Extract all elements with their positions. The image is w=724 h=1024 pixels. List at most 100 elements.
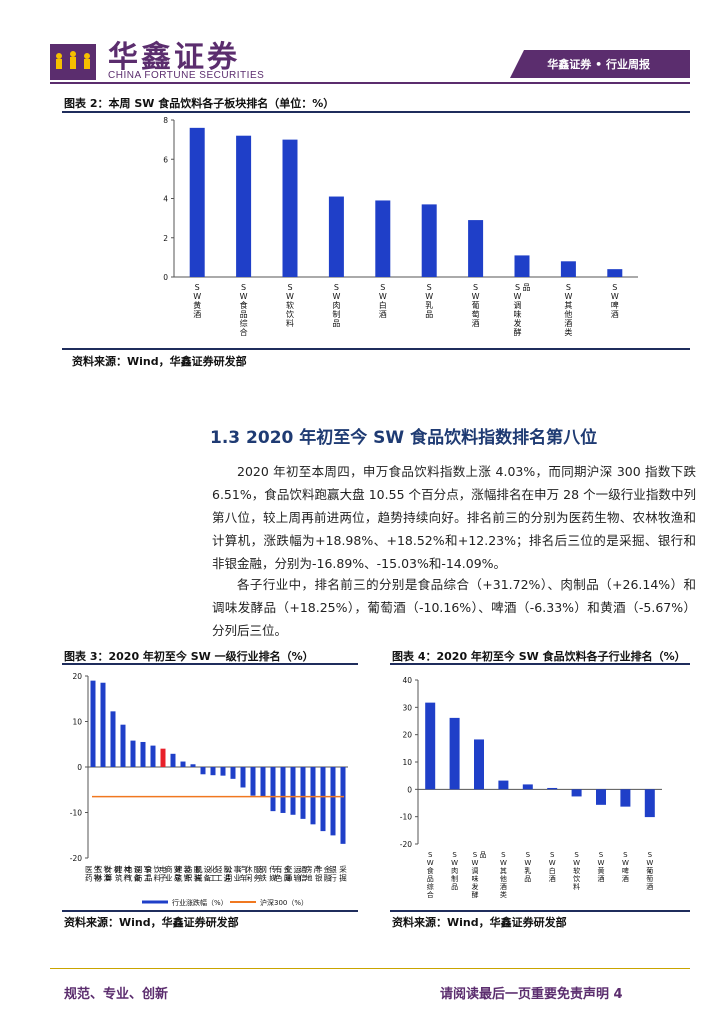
category-label-col: S W 肉制品 xyxy=(451,851,458,891)
y-tick-label: 0 xyxy=(163,273,168,282)
bar xyxy=(180,761,186,767)
category-label-col: S W 白酒 xyxy=(379,283,387,319)
category-label-col: 化工 xyxy=(209,864,217,883)
category-label-col: 计算 xyxy=(105,864,113,883)
footer-divider xyxy=(50,968,690,969)
bar xyxy=(189,127,205,277)
category-label-col: S W 啤酒 xyxy=(611,283,619,319)
fig3-bottom-rule xyxy=(62,910,358,912)
fig3-chart: -20-1001020医药生物农林牧渔计算机建筑材料电气设备国防军工食品饮料电子… xyxy=(70,672,348,907)
fig3-source: 资料来源：Wind，华鑫证券研发部 xyxy=(64,916,239,929)
bar xyxy=(290,767,296,815)
category-label: S W 其他酒类 xyxy=(500,851,507,899)
category-label-col: 军工 xyxy=(144,865,152,883)
category-label-col: 纺织 xyxy=(185,864,193,883)
brand-name-en: CHINA FORTUNE SECURITIES xyxy=(108,70,265,81)
bar xyxy=(514,255,530,277)
bar xyxy=(620,789,631,807)
category-label-col: 农林 xyxy=(95,864,103,883)
category-label-col: S W 白酒 xyxy=(549,851,556,883)
category-label-col: 银行 xyxy=(329,865,337,883)
y-tick-label: 0 xyxy=(407,785,412,794)
category-label: S W 葡萄酒 xyxy=(646,851,653,891)
category-label: S W 白酒 xyxy=(549,851,556,883)
bar xyxy=(260,767,266,798)
category-label-col: 牧渔 xyxy=(104,864,112,883)
category-label: 房地产 xyxy=(305,864,321,883)
bar xyxy=(90,680,96,767)
category-label: 汽车 xyxy=(239,864,247,883)
y-tick-label: -20 xyxy=(400,840,412,849)
category-label-col: 商业 xyxy=(165,864,173,883)
category-label-col: 有色 xyxy=(275,864,283,883)
bar xyxy=(644,789,655,818)
bar xyxy=(130,740,136,767)
category-label: S W 食品综合 xyxy=(427,851,434,899)
bar xyxy=(330,767,336,836)
bar xyxy=(547,787,558,790)
footer-disclaimer: 请阅读最后一页重要免责声明 4 xyxy=(440,987,623,1002)
category-label-col: 品 xyxy=(523,283,531,292)
y-tick-label: 8 xyxy=(163,116,168,125)
category-label-col: 服务 xyxy=(254,865,262,883)
category-label: S W 调味发酵品 xyxy=(514,283,531,337)
category-label-col: 国防 xyxy=(135,865,143,883)
legend-line-label: 沪深300（%） xyxy=(260,898,308,907)
fig2-top-rule xyxy=(62,111,690,113)
bar xyxy=(320,767,326,832)
paragraph-2-text: 各子行业中，排名前三的分别是食品综合（+31.72%）、肉制品（+26.14%）… xyxy=(212,577,696,638)
category-label-col: 公用 xyxy=(225,865,233,883)
category-label: S W 白酒 xyxy=(379,283,387,319)
y-tick-label: 4 xyxy=(163,195,168,204)
category-label: S W 黄酒 xyxy=(598,851,605,883)
category-label: S W 其他酒类 xyxy=(564,283,572,337)
fig2-bottom-rule xyxy=(62,348,690,350)
bar xyxy=(474,739,484,790)
bar xyxy=(170,753,176,767)
body-paragraph-1: 2020 年初至本周四，申万食品饮料指数上涨 4.03%，而同期沪深 300 指… xyxy=(212,460,696,575)
category-label-col: 食品 xyxy=(145,864,153,883)
category-label-col: 传媒 xyxy=(269,864,277,883)
bar xyxy=(282,139,298,277)
category-label-col: 机械 xyxy=(195,864,203,883)
bar xyxy=(270,767,276,812)
y-tick-label: -10 xyxy=(400,813,412,822)
report-tag-label: 华鑫证券 • 行业周报 xyxy=(547,58,650,71)
bar xyxy=(498,780,509,790)
category-label-col: 产 xyxy=(314,864,322,874)
y-tick-label: 40 xyxy=(402,676,412,685)
y-tick-label: 6 xyxy=(163,155,168,164)
category-label: S W 乳品 xyxy=(524,851,531,883)
category-label: 计算机 xyxy=(105,864,122,883)
y-tick-label: 0 xyxy=(77,763,82,772)
bar xyxy=(140,741,146,767)
paragraph-1-text: 2020 年初至本周四，申万食品饮料指数上涨 4.03%，而同期沪深 300 指… xyxy=(212,464,696,571)
category-label: 非银金融 xyxy=(315,864,332,883)
section-title: 1.3 2020 年初至今 SW 食品饮料指数排名第八位 xyxy=(210,428,598,448)
bar xyxy=(150,745,156,767)
category-label-col: S W 肉制品 xyxy=(332,283,340,328)
category-label: S W 啤酒 xyxy=(622,851,629,883)
category-label-col: S W 食品综合 xyxy=(240,283,248,337)
report-tag: 华鑫证券 • 行业周报 xyxy=(510,50,690,78)
fig4-chart: -20 -10 0 10 20 30 40 S W 食品综合 S W 肉制品 S W 调味发酵品 S W 其他酒类 S… xyxy=(400,676,662,899)
logo-figures-icon xyxy=(56,51,90,69)
bar xyxy=(375,200,391,277)
category-label-col: S W 葡萄酒 xyxy=(646,851,653,891)
body-paragraph-2: 各子行业中，排名前三的分别是食品综合（+31.72%）、肉制品（+26.14%）… xyxy=(212,573,696,642)
category-label-col: 设备 xyxy=(204,864,212,883)
category-label-col: 医药 xyxy=(85,865,93,883)
brand-name-cn: 华鑫证券 xyxy=(108,40,240,75)
fig3-top-rule xyxy=(62,663,358,665)
category-label-col: 采掘 xyxy=(339,864,347,883)
category-label: 化工 xyxy=(209,864,217,883)
bar xyxy=(607,269,623,277)
